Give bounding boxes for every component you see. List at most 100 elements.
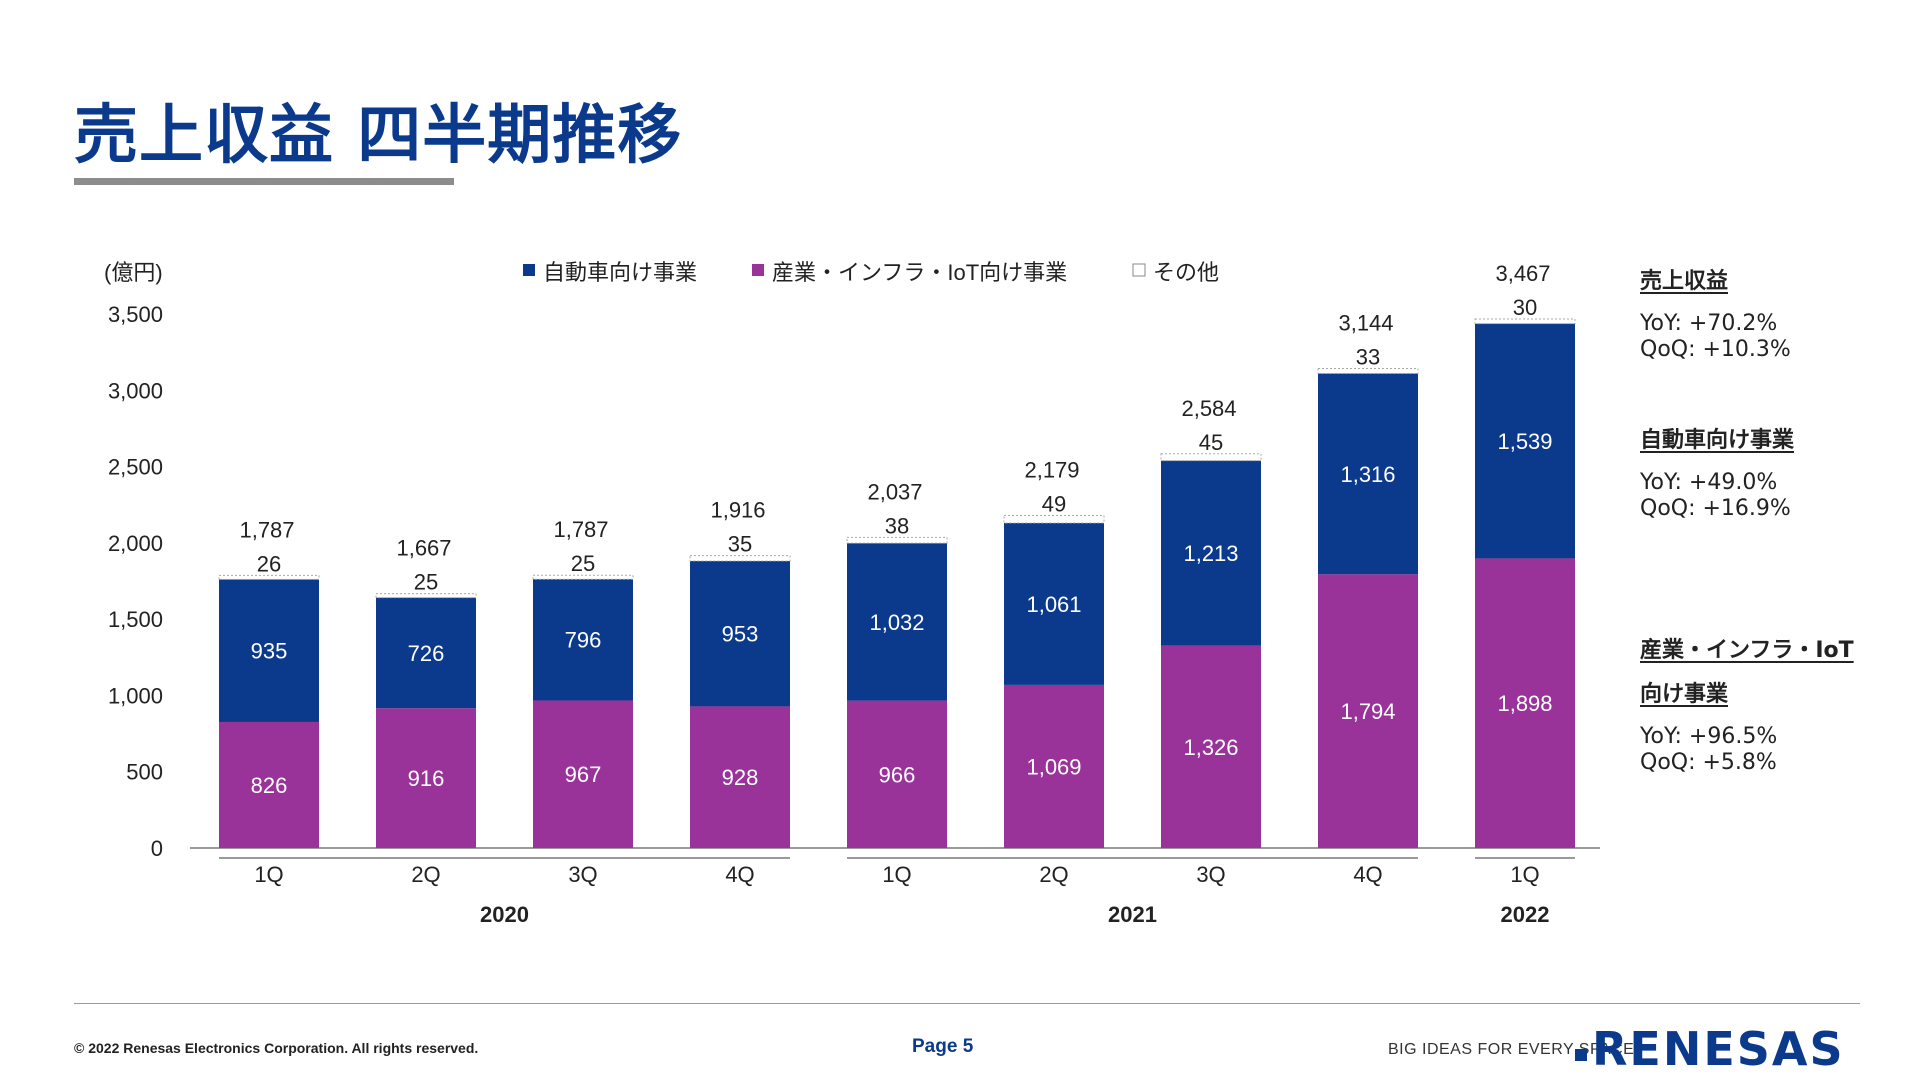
bar-automotive	[219, 579, 319, 722]
data-label-other: 25	[414, 570, 438, 595]
data-label-automotive: 1,213	[1183, 541, 1238, 566]
y-tick-label: 1,000	[108, 683, 163, 708]
year-label: 2021	[1108, 902, 1157, 927]
bar-other	[689, 555, 791, 562]
y-tick-label: 2,000	[108, 531, 163, 556]
bar-other	[1317, 367, 1419, 375]
data-label-industrial: 1,069	[1026, 754, 1081, 779]
x-tick-label: 4Q	[1353, 862, 1382, 887]
bar-industrial	[1161, 645, 1261, 848]
x-tick-label: 1Q	[1510, 862, 1539, 887]
bar-other	[532, 574, 634, 580]
data-label-other: 35	[728, 532, 752, 557]
data-label-other: 45	[1199, 430, 1223, 455]
x-tick-label: 2Q	[411, 862, 440, 887]
data-label-automotive: 1,539	[1497, 429, 1552, 454]
bar-other	[1003, 515, 1105, 524]
y-tick-label: 1,500	[108, 607, 163, 632]
page-title: 売上収益 四半期推移	[74, 99, 683, 173]
summary-total-qoq: QoQ: +10.3%	[1640, 337, 1791, 362]
summary-automotive-heading: 自動車向け事業	[1640, 428, 1795, 453]
bar-automotive	[690, 561, 790, 707]
data-label-industrial: 1,326	[1183, 735, 1238, 760]
legend-label: 産業・インフラ・IoT向け事業	[772, 260, 1067, 285]
data-label-automotive: 953	[722, 622, 759, 647]
data-label-other: 38	[885, 513, 909, 538]
data-label-other: 30	[1513, 295, 1537, 320]
x-tick-label: 3Q	[568, 862, 597, 887]
data-label-other: 49	[1042, 492, 1066, 517]
data-label-industrial: 916	[408, 766, 445, 791]
x-tick-label: 1Q	[254, 862, 283, 887]
bar-industrial	[1318, 574, 1418, 848]
legend-label: その他	[1153, 260, 1219, 285]
bar-automotive	[847, 543, 947, 701]
summary-industrial-qoq: QoQ: +5.8%	[1640, 750, 1777, 775]
data-label-total: 3,144	[1338, 310, 1393, 335]
bar-industrial	[690, 706, 790, 848]
y-axis-unit-label: (億円)	[104, 260, 163, 285]
year-label: 2020	[480, 902, 529, 927]
summary-total-yoy: YoY: +70.2%	[1640, 311, 1778, 336]
summary-industrial-yoy: YoY: +96.5%	[1640, 724, 1778, 749]
copyright: © 2022 Renesas Electronics Corporation. …	[74, 1040, 479, 1056]
data-label-total: 1,787	[239, 517, 294, 542]
revenue-chart: (億円) 0 500 1,000 1,500 2,000 2,500 3,000 3,500 自動…	[104, 260, 1600, 927]
data-label-industrial: 1,898	[1497, 691, 1552, 716]
x-tick-label: 4Q	[725, 862, 754, 887]
data-label-automotive: 726	[408, 641, 445, 666]
summary-automotive-yoy: YoY: +49.0%	[1640, 470, 1778, 495]
bar-industrial	[847, 700, 947, 848]
data-label-other: 33	[1356, 344, 1380, 369]
bar-other	[375, 593, 477, 599]
data-label-total: 2,037	[867, 479, 922, 504]
bar-other	[218, 574, 320, 580]
y-tick-label: 0	[151, 836, 163, 861]
data-label-total: 3,467	[1495, 261, 1550, 286]
data-label-industrial: 1,794	[1340, 699, 1395, 724]
data-label-industrial: 967	[565, 762, 602, 787]
tagline: BIG IDEAS FOR EVERY SPACE	[1388, 1041, 1635, 1058]
bar-other	[1474, 318, 1576, 325]
bar-industrial	[1475, 558, 1575, 848]
bar-automotive	[1475, 323, 1575, 559]
data-label-total: 1,916	[710, 498, 765, 523]
data-label-automotive: 1,061	[1026, 592, 1081, 617]
bar-industrial	[533, 700, 633, 848]
summary-industrial-heading2: 向け事業	[1640, 682, 1729, 707]
y-tick-label: 500	[126, 760, 163, 785]
summary-total: 売上収益 YoY: +70.2% QoQ: +10.3%	[1640, 263, 1920, 363]
legend-label: 自動車向け事業	[543, 260, 697, 285]
bar-industrial	[376, 708, 476, 848]
x-tick-label: 2Q	[1039, 862, 1068, 887]
legend-swatch	[523, 264, 535, 276]
footer-divider	[74, 1003, 1860, 1004]
data-label-automotive: 935	[251, 639, 288, 664]
data-label-other: 26	[257, 551, 281, 576]
bar-automotive	[533, 579, 633, 701]
x-tick-label: 3Q	[1196, 862, 1225, 887]
data-label-industrial: 966	[879, 762, 916, 787]
legend-swatch	[1132, 263, 1146, 277]
summary-automotive: 自動車向け事業 YoY: +49.0% QoQ: +16.9%	[1640, 422, 1920, 522]
data-label-total: 2,584	[1181, 396, 1236, 421]
bar-automotive	[1318, 373, 1418, 575]
bar-industrial	[219, 721, 319, 848]
data-label-total: 2,179	[1024, 458, 1079, 483]
renesas-logo: RENESAS	[1592, 1022, 1845, 1076]
bar-automotive	[376, 597, 476, 709]
bar-other	[846, 536, 948, 544]
bar-automotive	[1161, 460, 1261, 646]
summary-total-heading: 売上収益	[1640, 269, 1729, 294]
summary-automotive-qoq: QoQ: +16.9%	[1640, 496, 1791, 521]
data-label-total: 1,787	[553, 517, 608, 542]
bar-industrial	[1004, 684, 1104, 848]
legend-swatch	[752, 264, 764, 276]
data-label-automotive: 1,032	[869, 610, 924, 635]
data-label-automotive: 796	[565, 628, 602, 653]
logo-mark	[1575, 1049, 1587, 1061]
data-label-other: 25	[571, 551, 595, 576]
x-tick-label: 1Q	[882, 862, 911, 887]
y-tick-label: 3,000	[108, 378, 163, 403]
title-underline	[74, 178, 454, 185]
